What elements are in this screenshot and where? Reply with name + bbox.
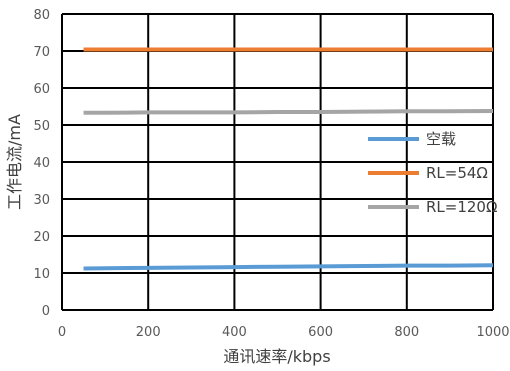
x-tick-label: 200: [136, 325, 161, 340]
y-axis-ticks: 0 10 20 30 40 50 60 70 80: [33, 8, 50, 319]
x-tick-label: 0: [58, 325, 66, 340]
y-tick-label: 20: [33, 230, 50, 245]
x-tick-label: 600: [308, 325, 333, 340]
grid: [61, 13, 494, 311]
y-tick-label: 80: [33, 8, 50, 23]
legend-label: RL=54Ω: [426, 164, 488, 182]
y-tick-label: 30: [33, 193, 50, 208]
y-tick-label: 40: [33, 156, 50, 171]
legend-label: 空载: [426, 130, 456, 148]
y-tick-label: 10: [33, 267, 50, 282]
legend-item: RL=54Ω: [368, 164, 488, 182]
y-tick-label: 70: [33, 45, 50, 60]
x-tick-label: 400: [222, 325, 247, 340]
legend-item: 空载: [368, 130, 456, 148]
y-tick-label: 60: [33, 82, 50, 97]
y-axis-label: 工作电流/mA: [5, 114, 24, 210]
series-lines: [83, 47, 494, 271]
x-tick-label: 800: [394, 325, 419, 340]
y-tick-label: 0: [42, 304, 50, 319]
x-tick-label: 1000: [476, 325, 509, 340]
series-line: [83, 263, 494, 271]
y-tick-label: 50: [33, 119, 50, 134]
x-axis-label: 通讯速率/kbps: [223, 347, 330, 366]
series-line: [83, 108, 494, 115]
legend-item: RL=120Ω: [368, 198, 497, 216]
legend: 空载 RL=54Ω RL=120Ω: [368, 130, 497, 216]
x-axis-ticks: 0 200 400 600 800 1000: [58, 325, 510, 340]
legend-label: RL=120Ω: [426, 198, 497, 216]
